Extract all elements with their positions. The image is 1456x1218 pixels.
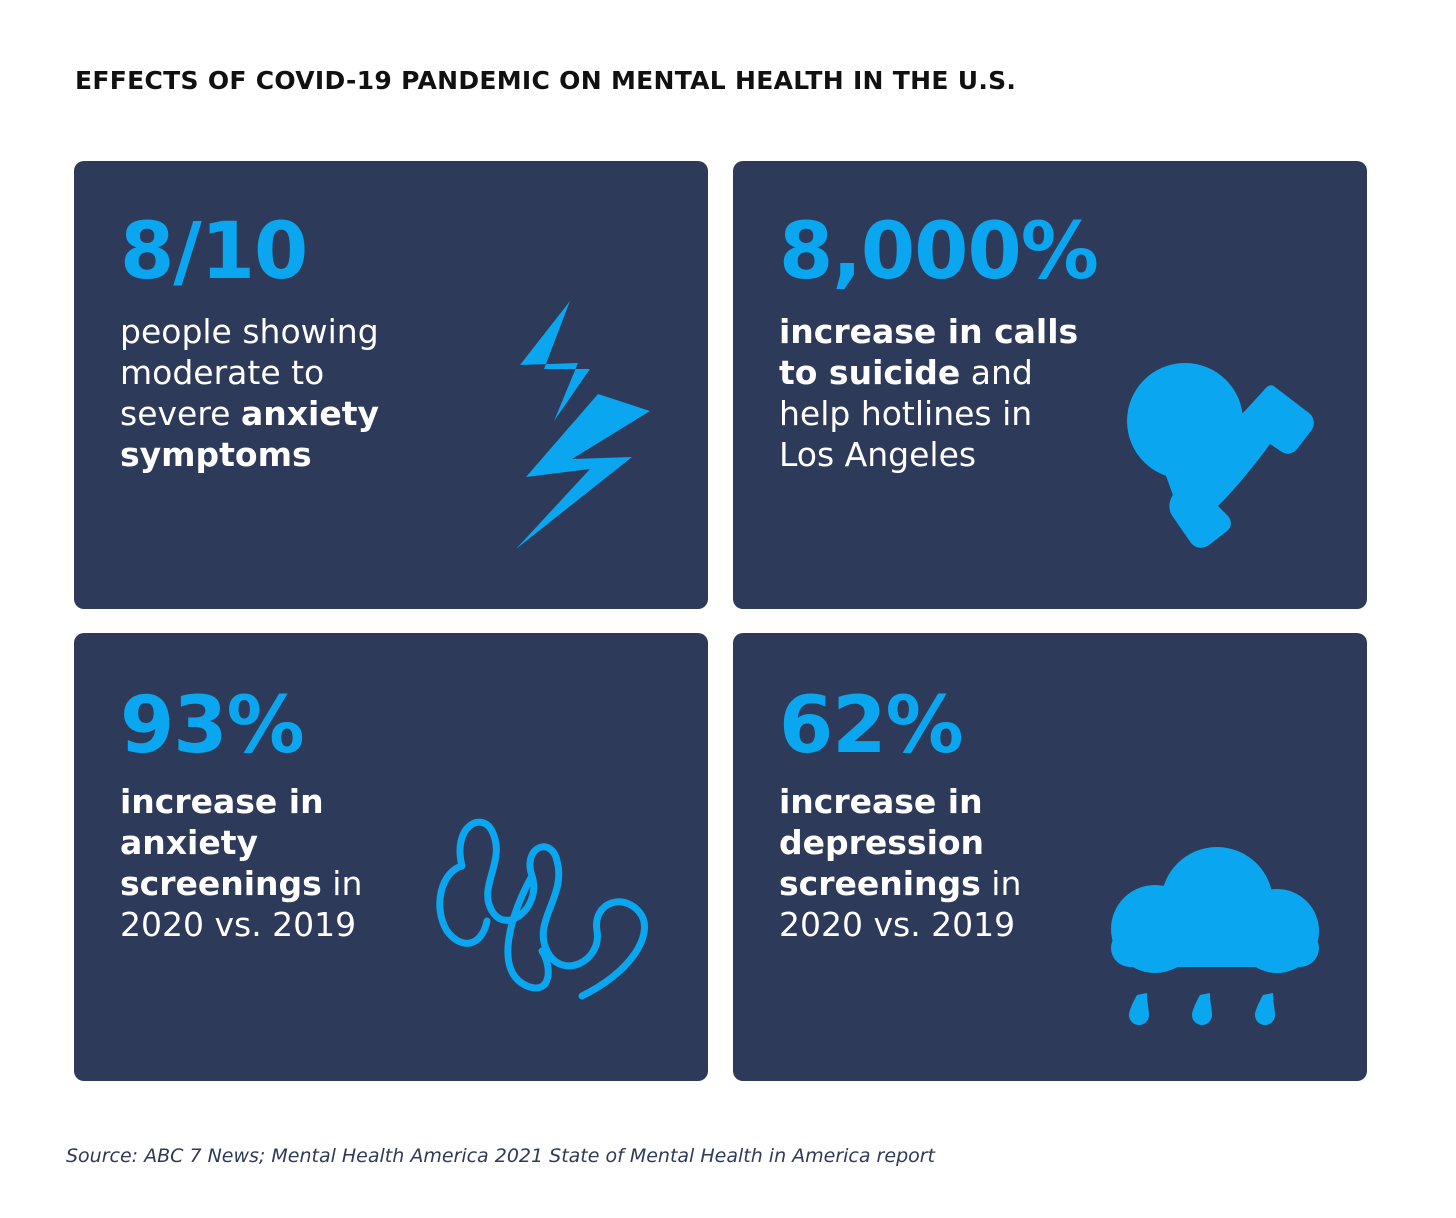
source-note: Source: ABC 7 News; Mental Health Americ…: [66, 1145, 936, 1167]
lightning-bolt-icon: [516, 301, 650, 549]
desc-line: Los Angeles: [779, 435, 977, 474]
stat-card-anxiety-symptoms: 8/10 people showing moderate to severe a…: [74, 161, 708, 609]
page-title: EFFECTS OF COVID-19 PANDEMIC ON MENTAL H…: [75, 66, 1017, 95]
stat-value: 62%: [779, 681, 964, 771]
desc-emphasis: depression: [779, 823, 985, 862]
desc-emphasis: anxiety: [120, 823, 259, 862]
stat-card-depression-screenings: 62% increase in depression screenings in…: [733, 633, 1367, 1081]
rain-cloud-icon: [1111, 847, 1319, 1025]
stat-description: increase in anxiety screenings in 2020 v…: [120, 781, 362, 945]
stat-description: increase in calls to suicide and help ho…: [779, 311, 1078, 475]
desc-emphasis: anxiety: [240, 394, 379, 433]
stat-value: 8/10: [120, 207, 308, 297]
desc-line: in: [321, 864, 363, 903]
desc-line: and: [960, 353, 1033, 392]
desc-emphasis: increase in: [779, 782, 983, 821]
stat-card-anxiety-screenings: 93% increase in anxiety screenings in 20…: [74, 633, 708, 1081]
squiggle-icon: [436, 818, 648, 1000]
stat-description: increase in depression screenings in 202…: [779, 781, 1021, 945]
desc-line: help hotlines in: [779, 394, 1033, 433]
desc-line: 2020 vs. 2019: [779, 905, 1016, 944]
stat-description: people showing moderate to severe anxiet…: [120, 311, 379, 475]
desc-line: 2020 vs. 2019: [120, 905, 357, 944]
desc-emphasis: to suicide: [779, 353, 961, 392]
desc-emphasis: screenings: [120, 864, 322, 903]
desc-line: in: [980, 864, 1022, 903]
desc-emphasis: increase in calls: [779, 312, 1079, 351]
desc-line: moderate to: [120, 353, 325, 392]
stat-value: 93%: [120, 681, 305, 771]
desc-emphasis: screenings: [779, 864, 981, 903]
stat-card-hotline-calls: 8,000% increase in calls to suicide and …: [733, 161, 1367, 609]
desc-line: people showing: [120, 312, 379, 351]
stat-value: 8,000%: [779, 207, 1099, 297]
desc-emphasis: increase in: [120, 782, 324, 821]
desc-line: severe: [120, 394, 241, 433]
desc-emphasis: symptoms: [120, 435, 312, 474]
speech-bubble-phone-icon: [1127, 363, 1314, 548]
